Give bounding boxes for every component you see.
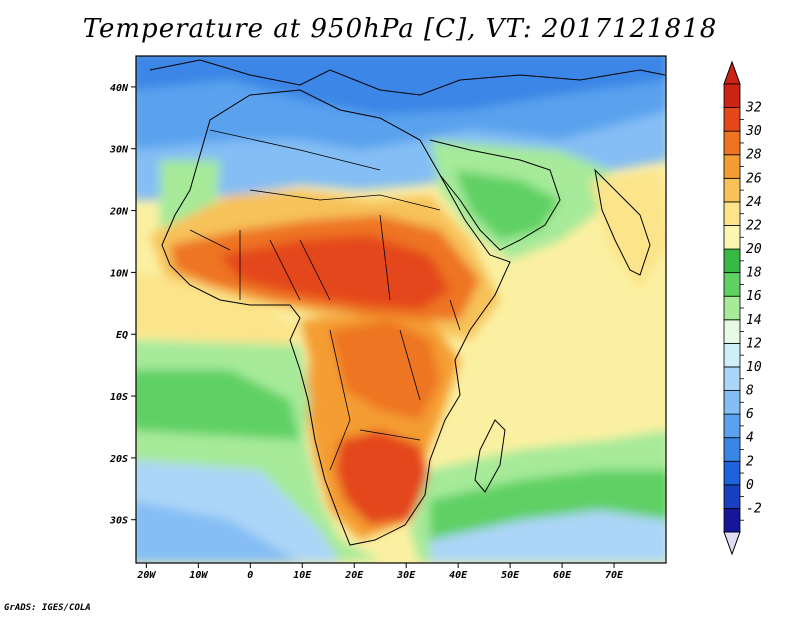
colorbar-label: 10 bbox=[746, 360, 762, 375]
y-tick-label: 40N bbox=[110, 83, 129, 94]
field-indian-cool bbox=[430, 510, 666, 563]
plot-frame bbox=[135, 55, 667, 564]
india-coastline bbox=[594, 168, 651, 276]
y-axis-ticks: 40N 30N 20N 10N EQ 10S 20S 30S bbox=[109, 83, 136, 527]
field-south-hot bbox=[335, 430, 430, 525]
x-tick-label: 10W bbox=[189, 570, 208, 581]
field-atlantic-darkgreen bbox=[136, 370, 300, 440]
colorbar-label: 22 bbox=[746, 218, 762, 233]
field-gulf-warm bbox=[136, 271, 300, 345]
x-tick-label: 10E bbox=[293, 570, 312, 581]
colorbar-label: 12 bbox=[746, 336, 762, 351]
coastlines bbox=[149, 59, 666, 546]
colorbar-over-arrow bbox=[723, 60, 741, 85]
colorbar-swatch bbox=[723, 201, 741, 226]
colorbar-swatch bbox=[723, 342, 741, 368]
x-axis-ticks: 20W 10W 0 10E 20E 30E 40E 50E 60E 70E bbox=[136, 563, 624, 581]
colorbar-swatch bbox=[723, 177, 741, 203]
field-india-warm bbox=[590, 170, 666, 290]
colorbar-swatch bbox=[723, 437, 741, 462]
colorbar-swatch bbox=[723, 484, 741, 509]
arabia-coastline bbox=[429, 139, 561, 251]
colorbar-label: 8 bbox=[746, 384, 754, 399]
colorbar-swatch bbox=[723, 460, 741, 486]
colorbar-swatch bbox=[723, 366, 741, 391]
colorbar-label: 30 bbox=[745, 124, 762, 139]
colorbar-label: 2 bbox=[746, 454, 754, 469]
colorbar-under-arrow bbox=[723, 531, 741, 556]
field-atlantic-cold bbox=[136, 501, 300, 563]
colorbar-swatch bbox=[723, 130, 741, 156]
y-tick-label: 30N bbox=[109, 145, 129, 156]
colorbar-swatch bbox=[723, 295, 741, 321]
colorbar-swatch bbox=[723, 83, 741, 108]
field-interior-hot bbox=[330, 320, 440, 420]
y-tick-label: 10N bbox=[110, 268, 129, 279]
colorbar-label: 26 bbox=[746, 171, 762, 186]
colorbar-swatch bbox=[723, 272, 741, 297]
colorbar-swatch bbox=[723, 225, 741, 250]
colorbar-label: 6 bbox=[746, 407, 754, 422]
temperature-field bbox=[136, 56, 666, 563]
border-lines bbox=[189, 129, 461, 471]
y-tick-label: 10S bbox=[110, 392, 128, 403]
grads-credit: GrADS: IGES/COLA bbox=[4, 603, 91, 613]
colorbar-swatch bbox=[723, 390, 741, 415]
field-north-cold bbox=[136, 56, 666, 115]
colorbar-label: -2 bbox=[746, 501, 762, 516]
x-tick-label: 40E bbox=[449, 570, 468, 581]
y-tick-label: EQ bbox=[116, 330, 128, 341]
map-title: Temperature at 950hPa [C], VT: 201712181… bbox=[82, 14, 718, 44]
x-tick-label: 70E bbox=[605, 570, 624, 581]
europe-coastline bbox=[149, 59, 666, 96]
x-tick-label: 50E bbox=[501, 570, 520, 581]
colorbar-label: 24 bbox=[746, 195, 762, 210]
colorbar-swatch bbox=[723, 508, 741, 533]
colorbar-label: 4 bbox=[746, 431, 754, 446]
colorbar-label: 16 bbox=[746, 289, 762, 304]
x-tick-label: 20E bbox=[344, 570, 364, 581]
x-tick-label: 0 bbox=[247, 570, 253, 581]
y-tick-label: 20N bbox=[109, 207, 129, 218]
x-tick-label: 20W bbox=[136, 570, 156, 581]
colorbar-label: 18 bbox=[746, 266, 762, 281]
colorbar-label: 0 bbox=[746, 478, 754, 493]
x-tick-label: 30E bbox=[396, 570, 416, 581]
madagascar-coastline bbox=[474, 419, 506, 493]
colorbar-label: 28 bbox=[746, 148, 762, 163]
colorbar-label: 20 bbox=[746, 242, 762, 257]
colorbar-swatch bbox=[723, 248, 741, 274]
africa-coastline bbox=[161, 89, 511, 546]
field-central-hot bbox=[220, 235, 450, 310]
field-arabia-dark bbox=[455, 170, 560, 240]
colorbar-swatch bbox=[723, 319, 741, 344]
colorbar-label: 14 bbox=[746, 313, 762, 328]
y-tick-label: 20S bbox=[109, 454, 128, 465]
y-tick-label: 30S bbox=[109, 516, 128, 527]
colorbar-swatch bbox=[723, 107, 741, 132]
colorbar-swatch bbox=[723, 413, 741, 439]
colorbar-label: 32 bbox=[745, 101, 762, 116]
x-tick-label: 60E bbox=[553, 570, 572, 581]
colorbar-swatch bbox=[723, 154, 741, 179]
